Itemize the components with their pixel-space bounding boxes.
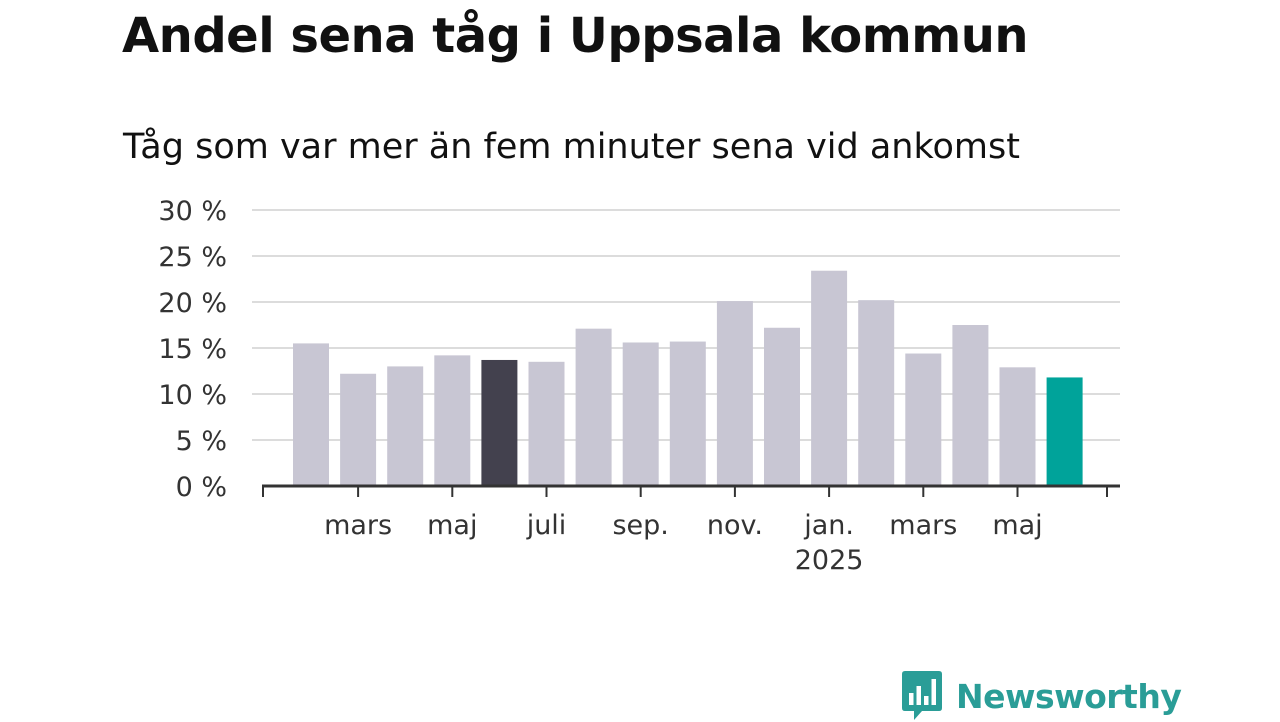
bar-2024-12 — [764, 327, 800, 486]
bar-2024-04 — [387, 366, 424, 486]
x-tick-year-label: 2025 — [795, 545, 864, 576]
y-tick-label: 0 % — [176, 472, 227, 503]
brand-name: Newsworthy — [956, 676, 1182, 716]
chart-subtitle: Tåg som var mer än fem minuter sena vid … — [123, 127, 1020, 167]
bar-2025-06 — [1046, 377, 1083, 486]
bar-2024-11 — [716, 301, 753, 486]
x-tick-label: jan. — [803, 510, 854, 541]
bar-chart-speech-bubble-icon — [902, 671, 942, 720]
bar-2025-01 — [811, 270, 848, 486]
bar-2025-05 — [999, 367, 1036, 486]
y-tick-label: 5 % — [176, 426, 227, 457]
y-tick-label: 10 % — [158, 380, 227, 411]
bars — [293, 270, 1083, 486]
y-axis-labels: 0 % 5 % 10 % 15 % 20 % 25 % 30 % — [158, 196, 227, 503]
y-tick-label: 20 % — [158, 288, 227, 319]
x-tick-label: juli — [526, 510, 567, 541]
x-tick-label: mars — [889, 510, 957, 541]
y-tick-label: 25 % — [158, 242, 227, 273]
x-tick-label: maj — [992, 510, 1042, 541]
y-tick-label: 30 % — [158, 196, 227, 227]
x-axis-labels: mars maj juli sep. nov. jan. 2025 mars maj — [324, 510, 1043, 576]
bar-2024-06 — [481, 359, 518, 486]
bar-2024-09 — [622, 342, 659, 486]
bar-2024-08 — [575, 328, 612, 486]
bar-2025-02 — [858, 300, 895, 486]
newsworthy-logo: Newsworthy — [902, 670, 1182, 722]
bar-2025-04 — [952, 325, 989, 486]
x-tick-label: nov. — [707, 510, 763, 541]
bar-2024-07 — [528, 361, 565, 486]
x-tick-label: sep. — [612, 510, 668, 541]
x-tick-label: mars — [324, 510, 392, 541]
x-tick-label: maj — [427, 510, 477, 541]
chart-title: Andel sena tåg i Uppsala kommun — [122, 8, 1029, 64]
bar-2025-03 — [905, 353, 942, 486]
bar-2024-05 — [434, 355, 471, 486]
bar-2024-10 — [669, 341, 706, 486]
bar-2024-03 — [340, 373, 377, 486]
x-axis — [262, 484, 1120, 497]
bar-2024-02 — [293, 343, 329, 486]
y-tick-label: 15 % — [158, 334, 227, 365]
